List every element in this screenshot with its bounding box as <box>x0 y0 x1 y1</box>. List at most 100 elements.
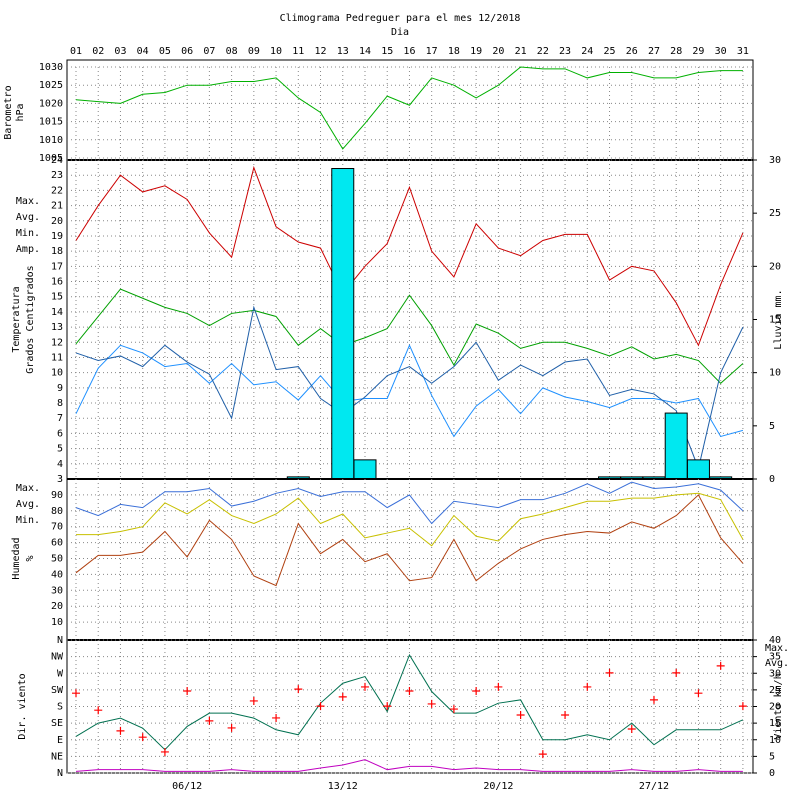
wind-direction-marker <box>627 725 636 734</box>
y-tick-label: 1005 <box>39 153 63 164</box>
legend-label: Amp. <box>16 244 40 255</box>
y2-tick-label: 0 <box>769 768 775 779</box>
x-tick-label: 14 <box>359 46 371 57</box>
x-tick-label: 16 <box>403 46 415 57</box>
y-tick-label: 20 <box>51 216 63 227</box>
wind-direction-marker <box>316 702 325 711</box>
y-tick-label: 3 <box>57 474 63 485</box>
x-tick-label: 07 <box>203 46 215 57</box>
x-tick-label: 08 <box>226 46 238 57</box>
y-axis-title: Barometro <box>3 85 14 139</box>
y-tick-label: 10 <box>51 368 63 379</box>
series-line <box>75 305 744 471</box>
y-tick-label: 10 <box>51 617 63 628</box>
y-tick-label: 1025 <box>39 80 63 91</box>
wind-direction-marker <box>561 710 570 719</box>
plot-frame <box>66 59 754 774</box>
y-tick-label: 13 <box>51 322 63 333</box>
y-tick-label: S <box>57 702 63 713</box>
y-tick-label: SW <box>51 685 64 696</box>
legend-label: Max. <box>765 643 789 654</box>
y-tick-label: 22 <box>51 185 63 196</box>
wind-direction-marker <box>116 726 125 735</box>
y-tick-label: 8 <box>57 398 63 409</box>
wind-direction-marker <box>360 682 369 691</box>
y2-tick-label: 30 <box>769 155 781 166</box>
series-line <box>75 481 744 525</box>
x-tick-label: 01 <box>70 46 82 57</box>
x-axis-title: Dia <box>391 27 409 38</box>
y2-tick-label: 35 <box>769 652 781 663</box>
x-tick-label: 17 <box>426 46 438 57</box>
y-tick-label: 70 <box>51 522 63 533</box>
x-tick-label: 03 <box>114 46 126 57</box>
y-tick-label: 4 <box>57 459 63 470</box>
wind-direction-marker <box>472 686 481 695</box>
x-tick-label: 10 <box>270 46 282 57</box>
wind-direction-marker <box>405 686 414 695</box>
x-tick-label: 11 <box>292 46 304 57</box>
y-tick-label: 12 <box>51 337 63 348</box>
y-tick-label: 24 <box>51 155 63 166</box>
y2-tick-label: 30 <box>769 668 781 679</box>
rain-bar <box>353 459 377 480</box>
y2-tick-label: 15 <box>769 315 781 326</box>
legend-label: Max. <box>16 196 40 207</box>
y2-tick-label: 25 <box>769 685 781 696</box>
y-tick-label: E <box>57 735 63 746</box>
y2-tick-label: 5 <box>769 421 775 432</box>
wind-direction-marker <box>694 689 703 698</box>
y-tick-label: 15 <box>51 292 63 303</box>
y2-tick-label: 40 <box>769 635 781 646</box>
wind-direction-marker <box>716 661 725 670</box>
y-tick-label: W <box>57 668 64 679</box>
legend-label: Max. <box>16 483 40 494</box>
y2-tick-label: 10 <box>769 368 781 379</box>
wind-direction-marker <box>294 685 303 694</box>
rain-bar <box>686 459 710 480</box>
wind-direction-marker <box>383 702 392 711</box>
y2-tick-label: 20 <box>769 261 781 272</box>
series-line <box>75 288 744 384</box>
x-tick-label: 30 <box>715 46 727 57</box>
wind-direction-marker <box>583 682 592 691</box>
x-tick-label: 15 <box>381 46 393 57</box>
y-tick-label: 30 <box>51 585 63 596</box>
wind-direction-marker <box>94 706 103 715</box>
x-tick-label: 21 <box>515 46 527 57</box>
x-tick-label: 12 <box>315 46 327 57</box>
y-tick-label: 21 <box>51 201 63 212</box>
wind-direction-marker <box>338 692 347 701</box>
y-tick-label: 50 <box>51 554 63 565</box>
x-tick-label: 19 <box>470 46 482 57</box>
series-line <box>75 494 744 587</box>
legend-label: Min. <box>16 515 40 526</box>
wind-direction-marker <box>649 695 658 704</box>
wind-direction-marker <box>272 713 281 722</box>
wind-direction-marker <box>427 699 436 708</box>
x-tick-label: 13 <box>337 46 349 57</box>
y-axis-title: hPa <box>15 103 26 121</box>
x-tick-label: 26 <box>626 46 638 57</box>
series-line <box>75 344 744 438</box>
x-tick-label: 06/12 <box>172 781 202 792</box>
y-tick-label: 19 <box>51 231 63 242</box>
y2-axis-title: Viento km/h <box>773 673 784 739</box>
series-line <box>75 66 743 150</box>
y-tick-label: NE <box>51 751 63 762</box>
x-tick-label: 27/12 <box>639 781 669 792</box>
wind-direction-marker <box>672 668 681 677</box>
series-line <box>75 759 743 772</box>
y-tick-label: 14 <box>51 307 63 318</box>
y-tick-label: 7 <box>57 413 63 424</box>
wind-direction-marker <box>138 733 147 742</box>
y-tick-label: 23 <box>51 170 63 181</box>
x-tick-label: 28 <box>670 46 682 57</box>
wind-direction-marker <box>227 723 236 732</box>
y-axis-title: Grados Centigrados <box>25 265 36 373</box>
rain-bar <box>664 412 688 480</box>
y-axis-title: Dir. viento <box>17 673 28 739</box>
wind-direction-marker <box>249 696 258 705</box>
x-tick-label: 18 <box>448 46 460 57</box>
wind-direction-marker <box>494 682 503 691</box>
